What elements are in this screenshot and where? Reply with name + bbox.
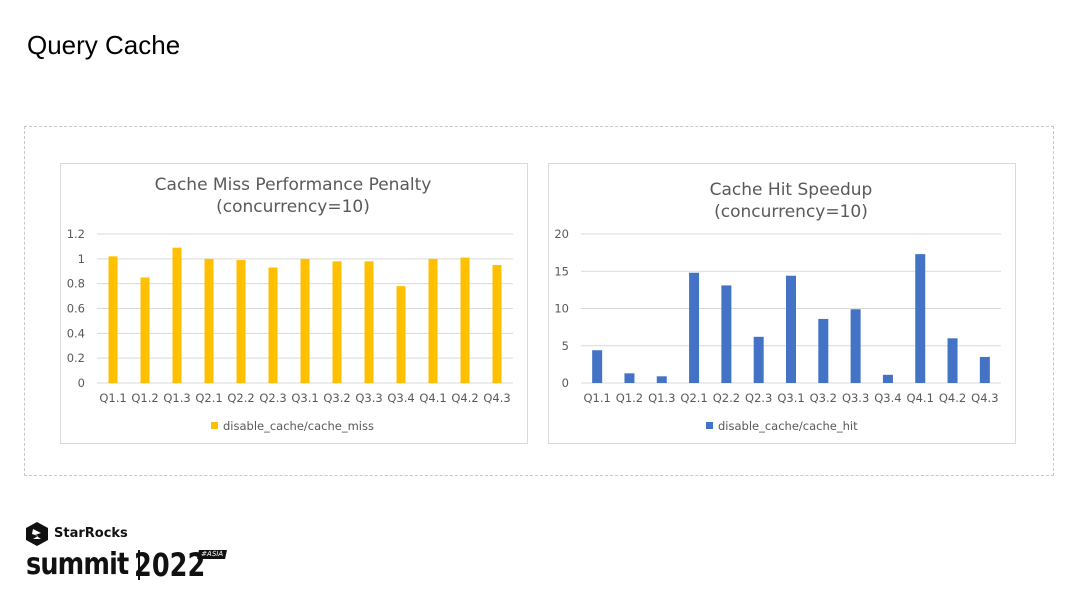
bar-miss-Q2.3 bbox=[268, 267, 278, 383]
bar-miss-Q2.1 bbox=[204, 258, 214, 383]
x-tick-label: Q2.1 bbox=[195, 391, 222, 405]
x-tick-label: Q4.2 bbox=[451, 391, 478, 405]
bar-hit-Q1.3 bbox=[656, 376, 667, 383]
summit-year: 2022 bbox=[134, 546, 206, 584]
x-tick-label: Q4.1 bbox=[419, 391, 446, 405]
chart-title-line: (concurrency=10) bbox=[714, 202, 868, 222]
x-tick-label: Q3.3 bbox=[842, 391, 869, 405]
bar-hit-Q2.3 bbox=[753, 336, 764, 383]
y-tick-label: 0.2 bbox=[67, 351, 85, 365]
x-tick-label: Q3.3 bbox=[355, 391, 382, 405]
region-tag: #ASIA bbox=[197, 550, 227, 559]
cache-hit-chart: Cache Hit Speedup(concurrency=10) 0 5 10 15 2… bbox=[554, 180, 1001, 433]
chart-title-line: Cache Hit Speedup bbox=[710, 180, 873, 200]
bar-hit-Q2.1 bbox=[689, 272, 700, 383]
x-tick-label: Q2.2 bbox=[713, 391, 740, 405]
cache-miss-chart-panel: Cache Miss Performance Penalty (concurren… bbox=[60, 163, 528, 444]
summit-divider bbox=[138, 550, 141, 580]
x-tick-label: Q4.2 bbox=[939, 391, 966, 405]
y-tick-label: 0.8 bbox=[67, 277, 85, 291]
x-tick-label: Q2.3 bbox=[745, 391, 772, 405]
bar-miss-Q3.2 bbox=[332, 261, 342, 383]
chart-title-line: Cache Miss Performance Penalty bbox=[155, 175, 432, 195]
y-tick-label: 0 bbox=[562, 376, 569, 390]
y-tick-label: 20 bbox=[554, 227, 569, 241]
bar-hit-Q4.2 bbox=[947, 338, 958, 383]
bar-miss-Q4.3 bbox=[492, 265, 502, 383]
legend-label: disable_cache/cache_miss bbox=[223, 419, 374, 433]
x-tick-label: Q1.3 bbox=[163, 391, 190, 405]
bar-miss-Q1.2 bbox=[140, 277, 150, 383]
cache-miss-chart: Cache Miss Performance Penalty(concurren… bbox=[67, 175, 513, 433]
x-tick-label: Q3.2 bbox=[323, 391, 350, 405]
legend-swatch bbox=[706, 422, 713, 429]
x-tick-label: Q4.1 bbox=[907, 391, 934, 405]
bar-hit-Q4.3 bbox=[979, 356, 990, 383]
x-tick-label: Q2.3 bbox=[259, 391, 286, 405]
starrocks-logo-icon bbox=[26, 522, 48, 546]
bar-hit-Q2.2 bbox=[721, 285, 732, 383]
y-tick-label: 10 bbox=[554, 302, 569, 316]
bar-hit-Q4.1 bbox=[915, 254, 926, 383]
x-tick-label: Q4.3 bbox=[483, 391, 510, 405]
y-tick-label: 15 bbox=[554, 264, 569, 278]
y-tick-label: 0.6 bbox=[67, 302, 85, 316]
y-tick-label: 0 bbox=[78, 376, 85, 390]
x-tick-label: Q4.3 bbox=[971, 391, 998, 405]
summit-word: summit bbox=[26, 547, 129, 582]
bar-miss-Q1.3 bbox=[172, 247, 182, 383]
x-tick-label: Q2.2 bbox=[227, 391, 254, 405]
brand-name: StarRocks bbox=[54, 526, 128, 541]
x-tick-label: Q1.1 bbox=[583, 391, 610, 405]
chart-title-line: (concurrency=10) bbox=[216, 197, 370, 217]
bar-hit-Q1.1 bbox=[592, 350, 603, 383]
bar-miss-Q2.2 bbox=[236, 260, 246, 383]
x-tick-label: Q1.2 bbox=[131, 391, 158, 405]
bar-miss-Q4.2 bbox=[460, 257, 470, 383]
x-tick-label: Q3.1 bbox=[777, 391, 804, 405]
y-tick-label: 0.4 bbox=[67, 326, 85, 340]
legend-swatch bbox=[211, 422, 218, 429]
bar-miss-Q3.4 bbox=[396, 286, 406, 383]
x-tick-label: Q3.2 bbox=[810, 391, 837, 405]
bar-miss-Q3.1 bbox=[300, 258, 310, 383]
bar-hit-Q3.1 bbox=[786, 275, 796, 383]
x-tick-label: Q1.1 bbox=[99, 391, 126, 405]
x-tick-label: Q1.3 bbox=[648, 391, 675, 405]
bar-miss-Q4.1 bbox=[428, 258, 438, 383]
x-tick-label: Q3.4 bbox=[874, 391, 901, 405]
slide-title: Query Cache bbox=[27, 30, 181, 60]
bar-hit-Q3.3 bbox=[850, 309, 861, 383]
x-tick-label: Q2.1 bbox=[680, 391, 707, 405]
charts-container bbox=[24, 126, 1054, 476]
bar-hit-Q3.4 bbox=[882, 374, 893, 383]
bar-miss-Q1.1 bbox=[108, 256, 118, 383]
y-tick-label: 1 bbox=[78, 252, 85, 266]
bar-hit-Q3.2 bbox=[818, 318, 829, 383]
x-tick-label: Q1.2 bbox=[616, 391, 643, 405]
x-tick-label: Q3.1 bbox=[291, 391, 318, 405]
y-tick-label: 5 bbox=[562, 339, 569, 353]
bar-miss-Q3.3 bbox=[364, 261, 374, 383]
legend-label: disable_cache/cache_hit bbox=[718, 419, 858, 433]
x-tick-label: Q3.4 bbox=[387, 391, 414, 405]
y-tick-label: 1.2 bbox=[67, 227, 85, 241]
cache-hit-chart-panel: Cache Hit Speedup (concurrency=10) 0 5 10 15 2… bbox=[548, 163, 1016, 444]
starrocks-summit-logo: StarRocks summit 2022 #ASIA bbox=[26, 522, 256, 592]
bar-hit-Q1.2 bbox=[624, 373, 635, 383]
